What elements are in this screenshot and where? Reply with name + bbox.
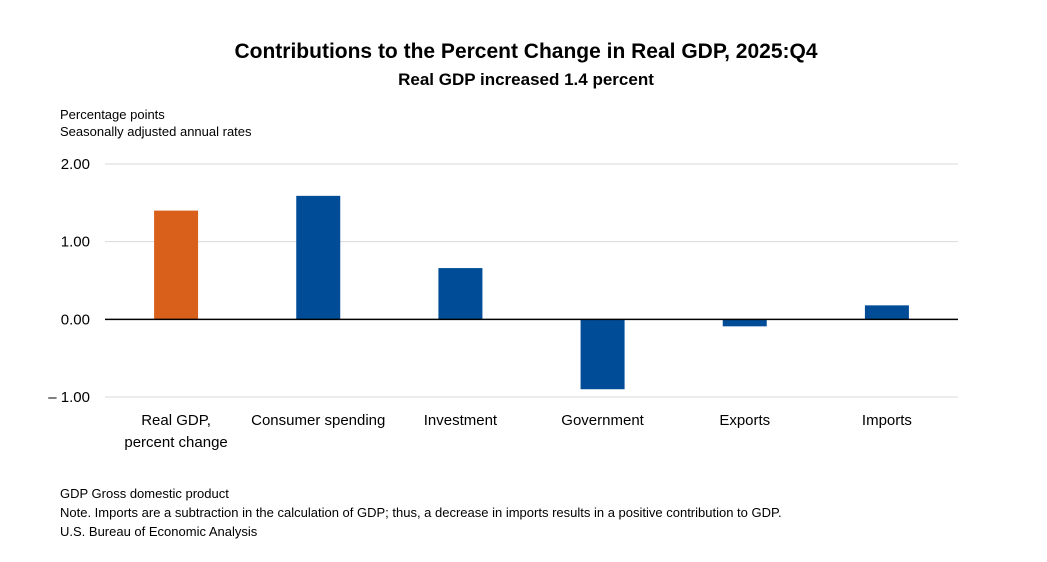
note-imports: Note. Imports are a subtraction in the c…	[60, 505, 782, 520]
bar	[580, 319, 625, 390]
category-label: Imports	[862, 412, 912, 429]
chart-subtitle: Real GDP increased 1.4 percent	[398, 70, 654, 89]
y-tick-labels: 2.00 1.00 0.00 – 1.00	[48, 156, 90, 406]
bar	[154, 210, 199, 320]
note-source: U.S. Bureau of Economic Analysis	[60, 524, 258, 539]
category-label: Consumer spending	[251, 412, 385, 429]
category-label: Exports	[719, 412, 770, 429]
bar	[296, 195, 341, 320]
y-tick-label: 0.00	[61, 311, 90, 328]
bar	[438, 268, 483, 320]
bar	[722, 319, 767, 327]
y-tick-label: 2.00	[61, 156, 90, 173]
y-tick-label: 1.00	[61, 234, 90, 251]
category-label: percent change	[124, 434, 227, 451]
category-label: Investment	[424, 412, 498, 429]
y-axis-label-rates: Seasonally adjusted annual rates	[60, 124, 252, 139]
category-label: Government	[561, 412, 644, 429]
chart-title: Contributions to the Percent Change in R…	[234, 40, 817, 63]
category-labels: Real GDP, percent change Consumer spending…	[124, 412, 912, 451]
note-abbreviation: GDP Gross domestic product	[60, 486, 229, 501]
y-tick-label: – 1.00	[48, 389, 90, 406]
gridlines	[105, 163, 958, 398]
bars	[154, 195, 909, 390]
category-label: Real GDP,	[141, 412, 211, 429]
y-axis-label-units: Percentage points	[60, 107, 165, 122]
bar	[864, 305, 909, 320]
